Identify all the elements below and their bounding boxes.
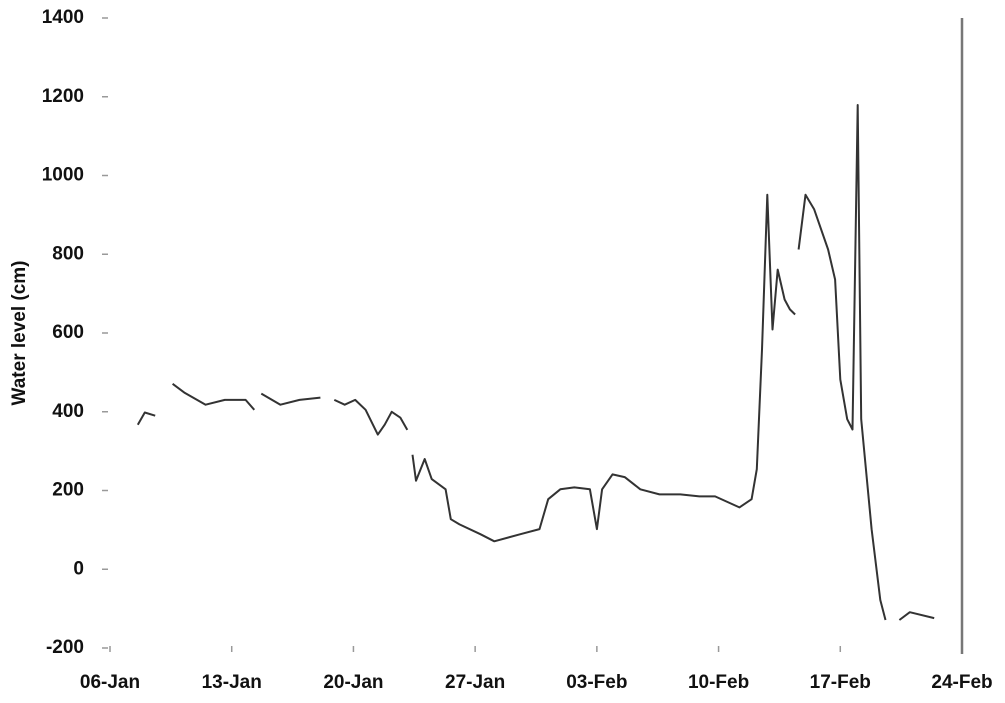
y-tick-label: 400	[52, 401, 84, 422]
x-tick-label: 17-Feb	[810, 672, 871, 693]
x-tick-label: 20-Jan	[323, 672, 383, 693]
x-tick-label: 03-Feb	[566, 672, 627, 693]
x-tick-label: 06-Jan	[80, 672, 140, 693]
y-tick-label: 800	[52, 243, 84, 264]
y-tick-label: 0	[73, 558, 84, 579]
data-line	[136, 104, 935, 621]
x-tick-label: 13-Jan	[202, 672, 262, 693]
y-tick-label: 1000	[42, 165, 84, 186]
x-tick-label: 24-Feb	[931, 672, 992, 693]
x-tick-label: 10-Feb	[688, 672, 749, 693]
y-tick-label: 200	[52, 480, 84, 501]
y-tick-label: 1400	[42, 7, 84, 28]
x-tick-label: 27-Jan	[445, 672, 505, 693]
y-tick-label: 600	[52, 322, 84, 343]
y-axis-label: Water level (cm)	[9, 260, 30, 405]
y-tick-label: 1200	[42, 86, 84, 107]
y-tick-label: -200	[46, 637, 84, 658]
